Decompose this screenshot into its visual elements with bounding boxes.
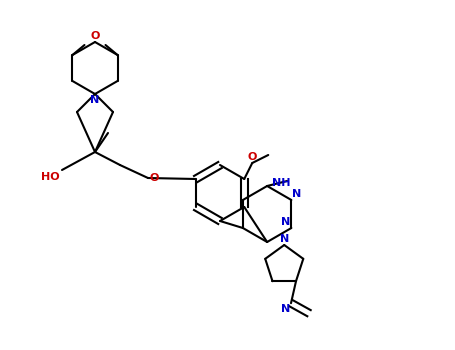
Text: N: N (280, 234, 289, 244)
Text: O: O (90, 31, 100, 41)
Text: N: N (91, 95, 100, 105)
Text: O: O (248, 152, 257, 162)
Text: NH: NH (272, 178, 291, 188)
Text: N: N (293, 189, 302, 199)
Text: N: N (281, 304, 290, 314)
Text: O: O (149, 173, 158, 183)
Text: N: N (281, 217, 290, 227)
Text: HO: HO (41, 172, 60, 182)
